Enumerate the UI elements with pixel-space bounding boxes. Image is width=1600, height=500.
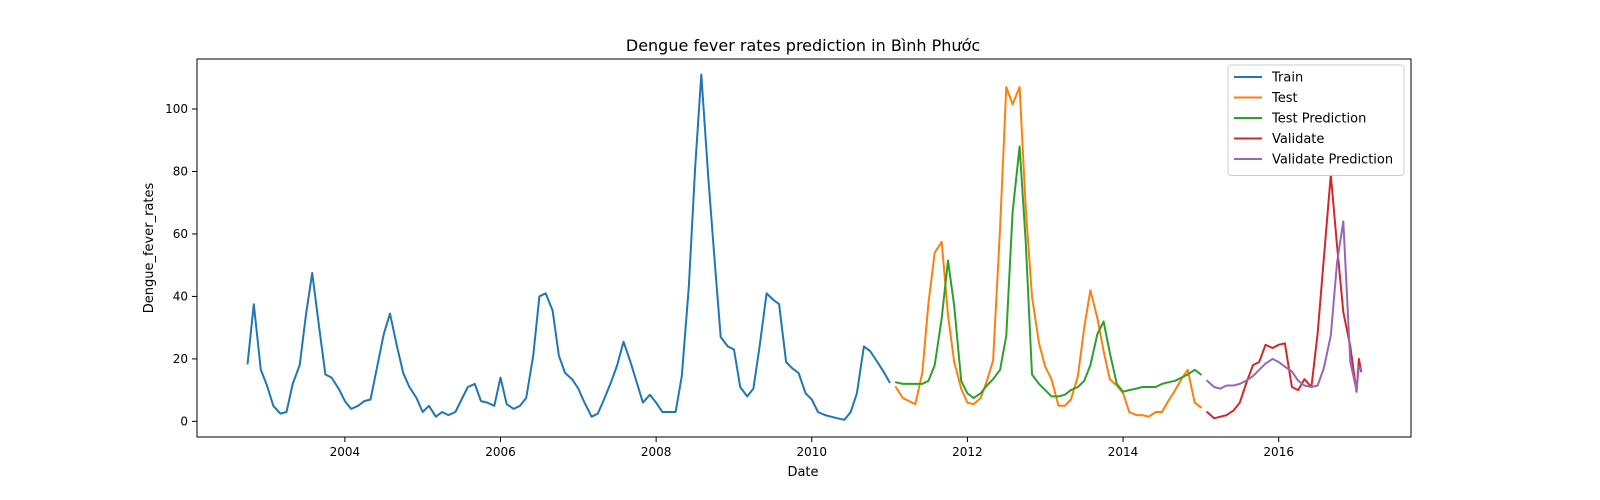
x-tick-label: 2014 bbox=[1108, 445, 1139, 459]
legend-label: Train bbox=[1271, 71, 1303, 86]
x-tick-label: 2006 bbox=[485, 445, 516, 459]
y-tick-label: 80 bbox=[173, 164, 188, 178]
legend-label: Validate bbox=[1272, 132, 1324, 147]
series-line-validate bbox=[1207, 175, 1361, 419]
x-tick-label: 2008 bbox=[641, 445, 672, 459]
series-line-test-prediction bbox=[896, 147, 1201, 399]
legend-label: Test Prediction bbox=[1271, 112, 1366, 127]
x-tick-label: 2010 bbox=[797, 445, 828, 459]
y-axis-ticks: 0 20 40 60 80 100 bbox=[165, 102, 197, 428]
legend-label: Validate Prediction bbox=[1272, 153, 1393, 168]
y-axis-label: Dengue_fever_rates bbox=[142, 183, 157, 314]
y-tick-label: 60 bbox=[173, 227, 188, 241]
plot-area bbox=[248, 75, 1362, 420]
x-tick-label: 2004 bbox=[330, 445, 361, 459]
legend-label: Test bbox=[1271, 91, 1298, 106]
y-tick-label: 40 bbox=[173, 289, 188, 303]
chart-title: Dengue fever rates prediction in Bình Ph… bbox=[626, 36, 980, 55]
legend: Train Test Test Prediction Validate Validate… bbox=[1228, 65, 1404, 176]
series-line-train bbox=[248, 75, 890, 420]
x-tick-label: 2012 bbox=[952, 445, 983, 459]
x-axis-label: Date bbox=[787, 465, 818, 480]
x-axis-ticks: 2004 2006 2008 2010 2012 2014 2016 bbox=[330, 437, 1294, 459]
y-tick-label: 100 bbox=[165, 102, 188, 116]
y-tick-label: 20 bbox=[173, 352, 188, 366]
y-tick-label: 0 bbox=[180, 414, 188, 428]
x-tick-label: 2016 bbox=[1263, 445, 1294, 459]
series-line-test bbox=[896, 87, 1201, 417]
